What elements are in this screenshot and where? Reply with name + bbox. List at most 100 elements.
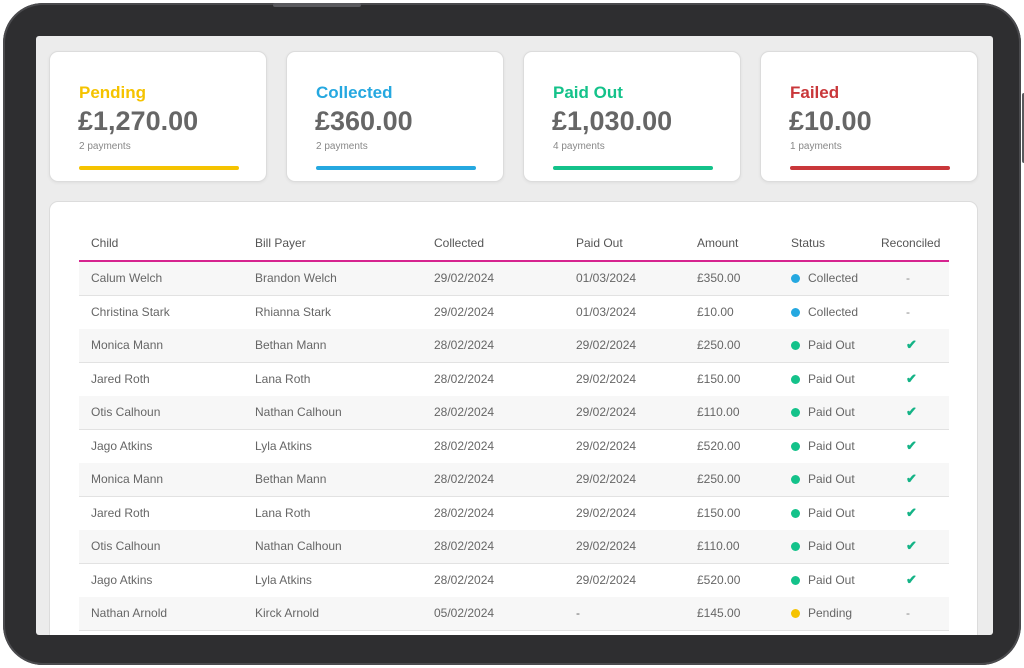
card-payment-count: 2 payments bbox=[316, 141, 368, 152]
cell-amount: £150.00 bbox=[697, 371, 741, 386]
power-button bbox=[273, 3, 361, 7]
reconciled-check-icon: ✔ bbox=[906, 337, 917, 352]
col-header-collected[interactable]: Collected bbox=[434, 236, 485, 250]
cell-status: Paid Out bbox=[808, 572, 855, 587]
cell-amount: £520.00 bbox=[697, 438, 741, 453]
table-row[interactable]: Jared Roth Lana Roth 28/02/2024 29/02/2024 £… bbox=[79, 363, 949, 397]
cell-bill-payer: Bethan Mann bbox=[255, 338, 327, 352]
col-header-bill-payer[interactable]: Bill Payer bbox=[255, 236, 306, 250]
cell-bill-payer: Kirck Arnold bbox=[255, 606, 320, 620]
card-color-bar bbox=[79, 166, 239, 170]
cell-paid-out-date: 01/03/2024 bbox=[576, 304, 637, 319]
cell-amount: £150.00 bbox=[697, 505, 741, 520]
status-dot-icon bbox=[791, 408, 800, 417]
col-header-status[interactable]: Status bbox=[791, 236, 826, 250]
status-dot-icon bbox=[791, 341, 800, 350]
cell-collected-date: 28/02/2024 bbox=[434, 405, 495, 419]
cell-child: Otis Calhoun bbox=[91, 539, 161, 553]
status-dot-icon bbox=[791, 508, 800, 518]
table-row[interactable]: Monica Mann Bethan Mann 28/02/2024 29/02/20… bbox=[79, 463, 949, 497]
table-row[interactable]: Jago Atkins Lyla Atkins 28/02/2024 29/02/20… bbox=[79, 564, 949, 598]
table-row[interactable]: Calum Welch Brandon Welch 29/02/2024 01/03/… bbox=[79, 262, 949, 296]
cell-bill-payer: Lana Roth bbox=[255, 371, 311, 386]
cell-amount: £145.00 bbox=[697, 606, 741, 620]
table-row[interactable]: Otis Calhoun Nathan Calhoun 28/02/2024 29/0… bbox=[79, 396, 949, 430]
app-screen: Pending £1,270.00 2 payments Collected £… bbox=[36, 36, 993, 635]
cell-child: Christina Stark bbox=[91, 304, 170, 319]
cell-collected-date: 05/02/2024 bbox=[434, 606, 495, 620]
card-color-bar bbox=[553, 166, 713, 170]
cell-reconciled: - bbox=[906, 304, 910, 319]
cell-paid-out-date: 29/02/2024 bbox=[576, 405, 637, 419]
card-amount: £1,030.00 bbox=[552, 106, 673, 136]
card-amount: £10.00 bbox=[789, 106, 872, 136]
cell-bill-payer: Lana Roth bbox=[255, 505, 311, 520]
cell-collected-date: 29/02/2024 bbox=[434, 271, 495, 285]
col-header-amount[interactable]: Amount bbox=[697, 236, 739, 250]
cell-child: Nathan Arnold bbox=[91, 606, 168, 620]
cell-bill-payer: Rhianna Stark bbox=[255, 304, 332, 319]
table-row[interactable]: Nathan Arnold Kirck Arnold 05/02/2024 - £145… bbox=[79, 597, 949, 631]
card-title: Failed bbox=[790, 83, 840, 102]
cell-status: Paid Out bbox=[808, 505, 855, 520]
cell-child: Calum Welch bbox=[91, 271, 163, 285]
cell-collected-date: 28/02/2024 bbox=[434, 438, 495, 453]
table-row[interactable]: Otis Calhoun Nathan Calhoun 28/02/2024 29/0… bbox=[79, 530, 949, 564]
status-dot-icon bbox=[791, 374, 800, 384]
cell-status: Paid Out bbox=[808, 539, 855, 553]
card-amount: £360.00 bbox=[315, 106, 413, 136]
cell-status: Paid Out bbox=[808, 371, 855, 386]
cell-status: Paid Out bbox=[808, 405, 855, 419]
cell-bill-payer: Brandon Welch bbox=[255, 271, 337, 285]
reconciled-check-icon: ✔ bbox=[906, 538, 917, 553]
status-dot-icon bbox=[791, 274, 800, 283]
cell-status: Paid Out bbox=[808, 338, 855, 352]
volume-button bbox=[1022, 93, 1024, 163]
reconciled-check-icon: ✔ bbox=[906, 437, 917, 453]
cell-bill-payer: Lyla Atkins bbox=[255, 438, 312, 453]
tablet-frame: Pending £1,270.00 2 payments Collected £… bbox=[3, 3, 1024, 665]
cell-status: Paid Out bbox=[808, 472, 855, 486]
table-header-row: Child Bill Payer Collected Paid Out Amou… bbox=[79, 226, 949, 262]
cell-amount: £10.00 bbox=[697, 304, 734, 319]
cell-child: Monica Mann bbox=[91, 338, 164, 352]
cell-paid-out-date: 29/02/2024 bbox=[576, 472, 637, 486]
cell-child: Jared Roth bbox=[91, 505, 150, 520]
cell-collected-date: 28/02/2024 bbox=[434, 371, 495, 386]
cell-child: Monica Mann bbox=[91, 472, 164, 486]
cell-collected-date: 28/02/2024 bbox=[434, 572, 495, 587]
table-row[interactable]: Jago Atkins Lyla Atkins 28/02/2024 29/02/20… bbox=[79, 430, 949, 464]
col-header-child[interactable]: Child bbox=[91, 236, 119, 250]
reconciled-check-icon: ✔ bbox=[906, 404, 917, 419]
card-title: Paid Out bbox=[553, 83, 623, 102]
status-dot-icon bbox=[791, 441, 800, 451]
summary-card-failed[interactable]: Failed £10.00 1 payments bbox=[760, 51, 978, 182]
card-payment-count: 2 payments bbox=[79, 141, 131, 152]
status-dot-icon bbox=[791, 475, 800, 484]
summary-card-paid-out[interactable]: Paid Out £1,030.00 4 payments bbox=[523, 51, 741, 182]
status-dot-icon bbox=[791, 575, 800, 585]
cell-amount: £110.00 bbox=[697, 405, 740, 419]
summary-card-collected[interactable]: Collected £360.00 2 payments bbox=[286, 51, 504, 182]
card-title: Pending bbox=[79, 83, 147, 102]
col-header-reconciled[interactable]: Reconciled bbox=[881, 236, 941, 250]
cell-child: Jago Atkins bbox=[91, 438, 153, 453]
cell-amount: £110.00 bbox=[697, 539, 740, 553]
cell-amount: £250.00 bbox=[697, 338, 741, 352]
cell-paid-out-date: 29/02/2024 bbox=[576, 539, 637, 553]
cell-paid-out-date: 29/02/2024 bbox=[576, 505, 637, 520]
table-row[interactable]: Jared Roth Lana Roth 28/02/2024 29/02/2024 £… bbox=[79, 497, 949, 531]
card-payment-count: 1 payments bbox=[790, 141, 842, 152]
cell-collected-date: 28/02/2024 bbox=[434, 472, 495, 486]
status-dot-icon bbox=[791, 609, 800, 618]
status-dot-icon bbox=[791, 307, 800, 317]
cell-bill-payer: Nathan Calhoun bbox=[255, 539, 342, 553]
cell-collected-date: 28/02/2024 bbox=[434, 539, 495, 553]
cell-bill-payer: Lyla Atkins bbox=[255, 572, 312, 587]
table-row[interactable]: Christina Stark Rhianna Stark 29/02/2024 01… bbox=[79, 296, 949, 330]
summary-card-pending[interactable]: Pending £1,270.00 2 payments bbox=[49, 51, 267, 182]
reconciled-check-icon: ✔ bbox=[906, 571, 917, 587]
col-header-paid-out[interactable]: Paid Out bbox=[576, 236, 623, 250]
cell-paid-out-date: 29/02/2024 bbox=[576, 371, 637, 386]
table-row[interactable]: Monica Mann Bethan Mann 28/02/2024 29/02/20… bbox=[79, 329, 949, 363]
